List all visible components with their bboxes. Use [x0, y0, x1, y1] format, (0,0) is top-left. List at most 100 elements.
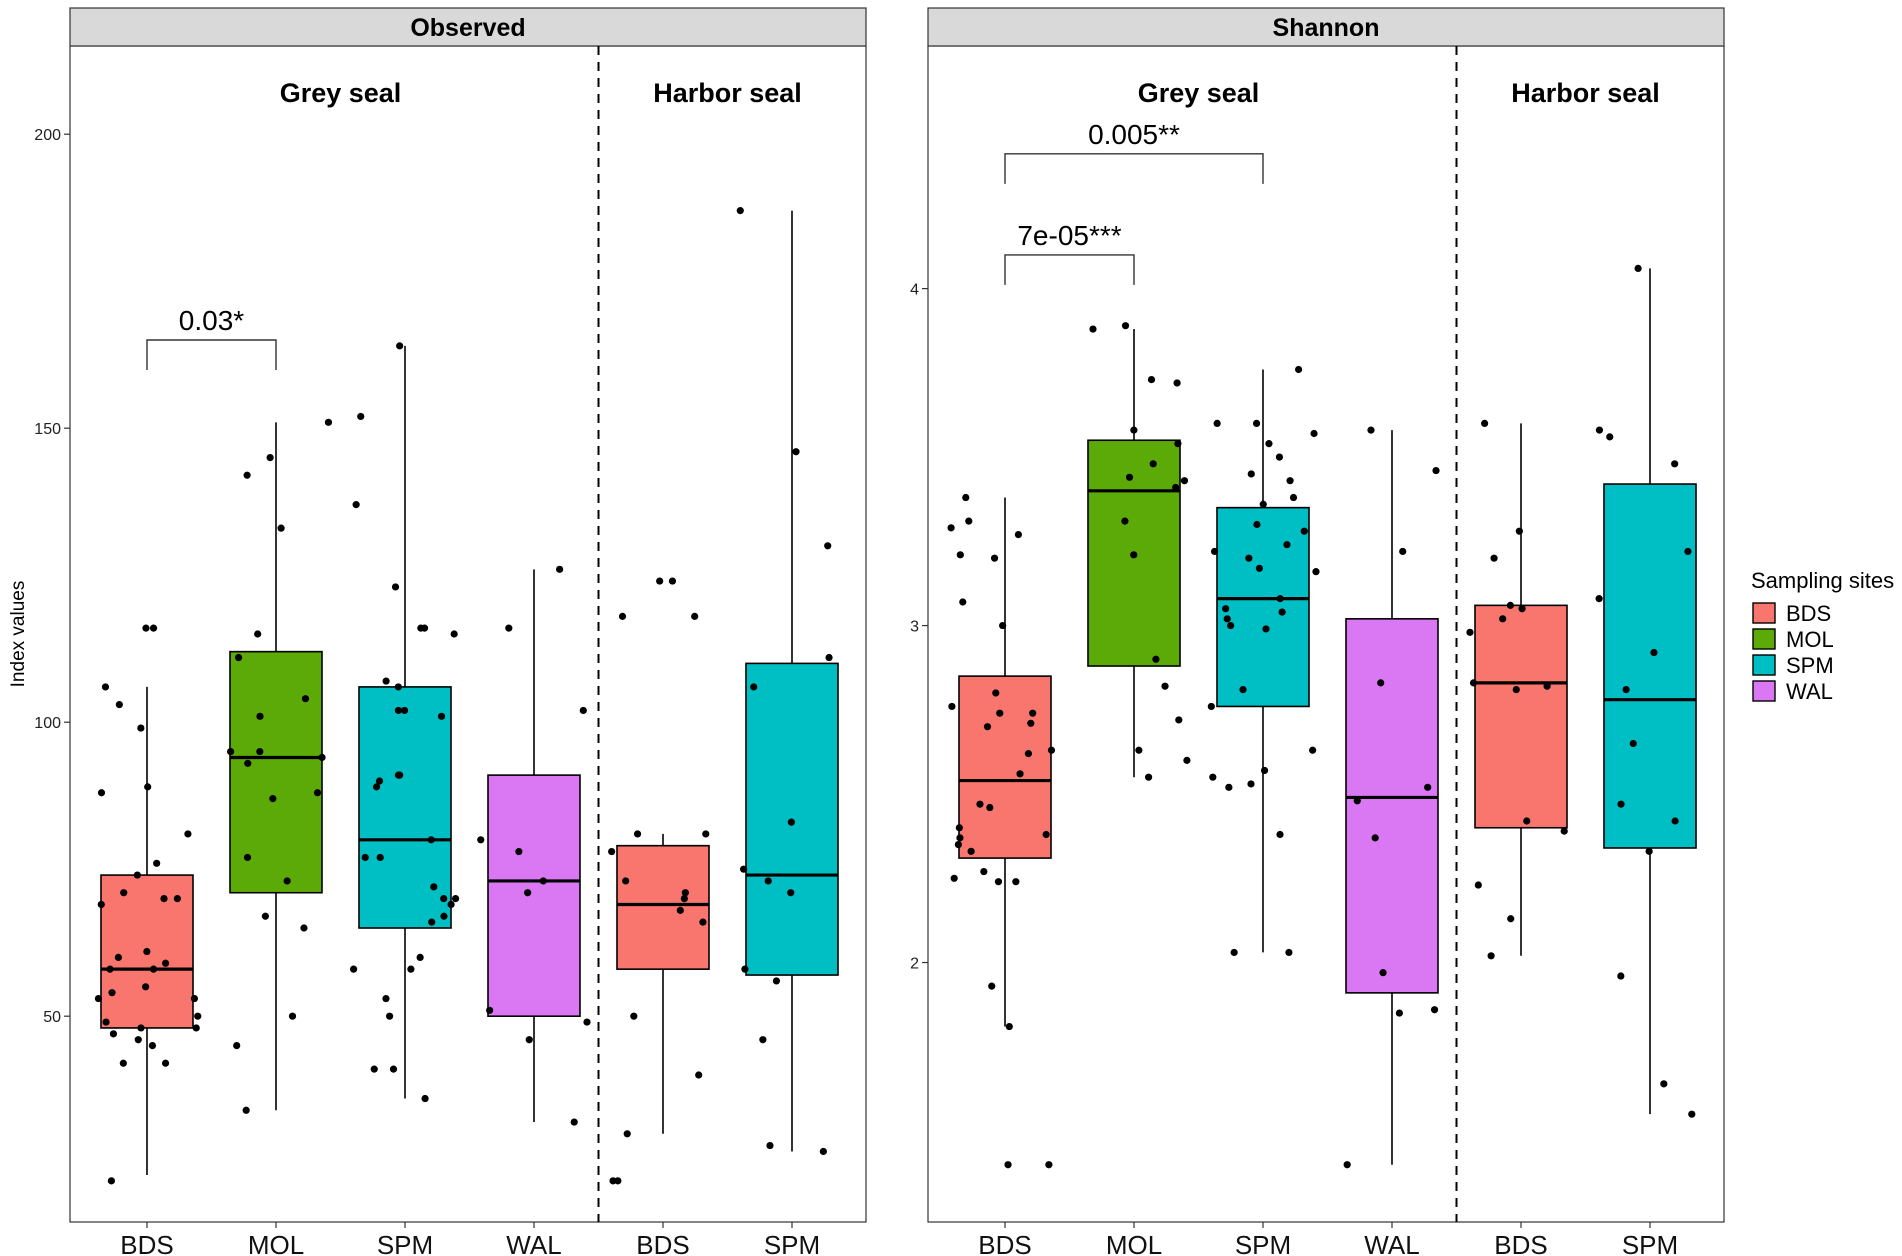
- data-point: [1560, 827, 1568, 835]
- data-point: [1634, 264, 1642, 272]
- y-tick-label: 2: [910, 956, 919, 973]
- data-point: [990, 554, 999, 562]
- significance-label: 0.005**: [1088, 119, 1180, 150]
- data-point: [787, 818, 795, 826]
- data-point: [1172, 483, 1180, 492]
- data-point: [97, 789, 106, 797]
- data-point: [396, 342, 404, 350]
- data-point: [324, 418, 333, 426]
- data-point: [1474, 881, 1482, 889]
- data-point: [137, 1024, 145, 1032]
- data-point: [1121, 517, 1129, 525]
- data-point: [1125, 473, 1134, 481]
- data-point: [242, 1106, 250, 1114]
- x-tick-label: BDS: [120, 1230, 173, 1256]
- data-point: [583, 1018, 591, 1026]
- data-point: [149, 965, 158, 973]
- data-point: [1210, 547, 1219, 556]
- data-point: [148, 1042, 157, 1050]
- data-point: [318, 753, 326, 762]
- data-point: [1045, 1161, 1053, 1169]
- data-point: [1688, 1110, 1696, 1118]
- data-point: [695, 1071, 703, 1079]
- legend-label: SPM: [1786, 653, 1834, 678]
- data-point: [1144, 773, 1153, 781]
- data-point: [1367, 426, 1375, 434]
- data-point: [134, 1036, 142, 1044]
- data-point: [1276, 830, 1284, 839]
- box-wal: [1345, 618, 1439, 994]
- data-point: [106, 965, 114, 973]
- data-point: [1671, 817, 1679, 825]
- x-tick-label: BDS: [978, 1230, 1031, 1256]
- data-point: [161, 959, 170, 967]
- data-point: [1209, 773, 1217, 781]
- data-point: [819, 1147, 827, 1156]
- data-point: [1309, 746, 1317, 754]
- data-point: [1225, 783, 1233, 791]
- data-point: [1353, 797, 1361, 805]
- data-point: [1629, 739, 1637, 748]
- data-point: [1399, 547, 1407, 556]
- data-point: [375, 777, 384, 785]
- data-point: [1379, 969, 1387, 977]
- data-point: [1247, 780, 1255, 788]
- data-point: [681, 889, 689, 897]
- data-point: [190, 994, 199, 1003]
- data-point: [1289, 493, 1298, 502]
- data-point: [109, 1030, 118, 1038]
- x-tick-label: SPM: [1622, 1230, 1678, 1256]
- data-point: [1016, 770, 1024, 778]
- data-point: [1312, 568, 1320, 576]
- data-point: [1042, 830, 1050, 839]
- data-point: [633, 830, 642, 838]
- data-point: [430, 883, 438, 891]
- data-point: [382, 677, 390, 685]
- data-point: [382, 994, 390, 1003]
- data-point: [1259, 500, 1267, 508]
- data-point: [133, 871, 141, 879]
- data-point: [792, 448, 800, 456]
- data-point: [736, 207, 744, 215]
- data-point: [1343, 1161, 1351, 1169]
- data-point: [1014, 530, 1022, 539]
- data-point: [656, 577, 664, 585]
- data-point: [1487, 952, 1495, 960]
- data-point: [1255, 564, 1264, 572]
- data-point: [954, 841, 962, 849]
- x-tick-label: SPM: [377, 1230, 433, 1256]
- data-point: [630, 1012, 638, 1020]
- data-point: [741, 965, 749, 973]
- data-point: [999, 621, 1007, 630]
- data-point: [1650, 648, 1658, 657]
- data-point: [1595, 595, 1603, 603]
- data-point: [266, 454, 274, 462]
- data-point: [579, 706, 587, 715]
- data-point: [1283, 541, 1291, 549]
- data-point: [301, 695, 310, 703]
- panel-plot-area: [927, 45, 1725, 1223]
- data-point: [1671, 460, 1679, 468]
- data-point: [1161, 682, 1169, 690]
- y-axis-label: Index values: [8, 581, 29, 688]
- data-point: [119, 1059, 127, 1067]
- x-tick-label: MOL: [248, 1230, 304, 1256]
- data-point: [1024, 750, 1033, 758]
- data-point: [352, 501, 360, 509]
- legend-label: WAL: [1786, 679, 1833, 704]
- data-point: [986, 803, 994, 812]
- significance-label: 7e-05***: [1017, 220, 1121, 251]
- x-tick-label: BDS: [636, 1230, 689, 1256]
- data-point: [244, 759, 252, 767]
- data-point: [965, 517, 973, 525]
- data-point: [1239, 685, 1247, 694]
- data-point: [1207, 702, 1215, 711]
- data-point: [787, 889, 795, 897]
- group-label: Grey seal: [1138, 78, 1260, 108]
- group-label: Harbor seal: [653, 78, 802, 108]
- data-point: [450, 630, 458, 638]
- data-point: [142, 624, 150, 632]
- data-point: [515, 847, 523, 856]
- data-point: [1173, 379, 1181, 387]
- data-point: [376, 853, 384, 862]
